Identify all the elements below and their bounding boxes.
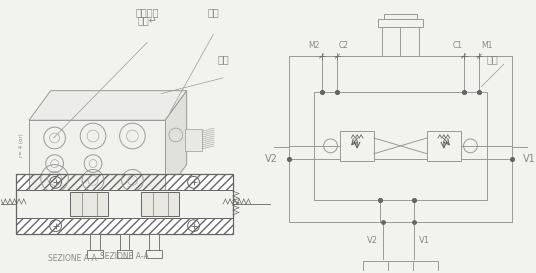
- Bar: [413, 261, 438, 273]
- Bar: [16, 174, 233, 190]
- Polygon shape: [29, 91, 187, 120]
- Bar: [340, 131, 374, 161]
- Bar: [185, 129, 203, 151]
- Bar: [87, 250, 103, 258]
- Text: V2: V2: [265, 154, 278, 164]
- Bar: [16, 190, 233, 218]
- Bar: [382, 27, 419, 56]
- Text: r= 4 (or): r= 4 (or): [19, 133, 24, 157]
- Text: 管路连接: 管路连接: [136, 7, 159, 17]
- Text: 阀芯: 阀芯: [486, 54, 498, 64]
- Text: 阀芯: 阀芯: [217, 54, 229, 64]
- Bar: [16, 174, 233, 234]
- Text: V1: V1: [419, 236, 430, 245]
- Bar: [142, 192, 179, 216]
- Text: V1: V1: [523, 154, 536, 164]
- Text: 阀体: 阀体: [207, 7, 219, 17]
- Bar: [146, 250, 162, 258]
- Bar: [16, 174, 233, 190]
- Polygon shape: [165, 91, 187, 194]
- Bar: [427, 131, 460, 161]
- Text: C1: C1: [452, 41, 463, 50]
- Text: V2: V2: [367, 236, 378, 245]
- Bar: [378, 19, 423, 27]
- Text: 油口↵: 油口↵: [137, 16, 157, 26]
- Bar: [16, 218, 233, 234]
- Text: SEZIONE A-A: SEZIONE A-A: [48, 254, 97, 263]
- Bar: [363, 261, 388, 273]
- Text: M1: M1: [481, 41, 493, 50]
- Text: M2: M2: [308, 41, 319, 50]
- Text: SEZIONE A-A: SEZIONE A-A: [100, 252, 149, 261]
- Bar: [289, 56, 512, 222]
- Bar: [388, 261, 413, 273]
- Bar: [117, 250, 132, 258]
- Bar: [90, 234, 100, 251]
- Bar: [120, 234, 130, 251]
- Bar: [314, 92, 487, 200]
- Bar: [16, 218, 233, 234]
- Bar: [16, 174, 233, 190]
- Bar: [16, 218, 233, 234]
- Bar: [29, 120, 165, 194]
- Text: C2: C2: [338, 41, 348, 50]
- Bar: [70, 192, 108, 216]
- Bar: [384, 14, 417, 19]
- Bar: [149, 234, 159, 251]
